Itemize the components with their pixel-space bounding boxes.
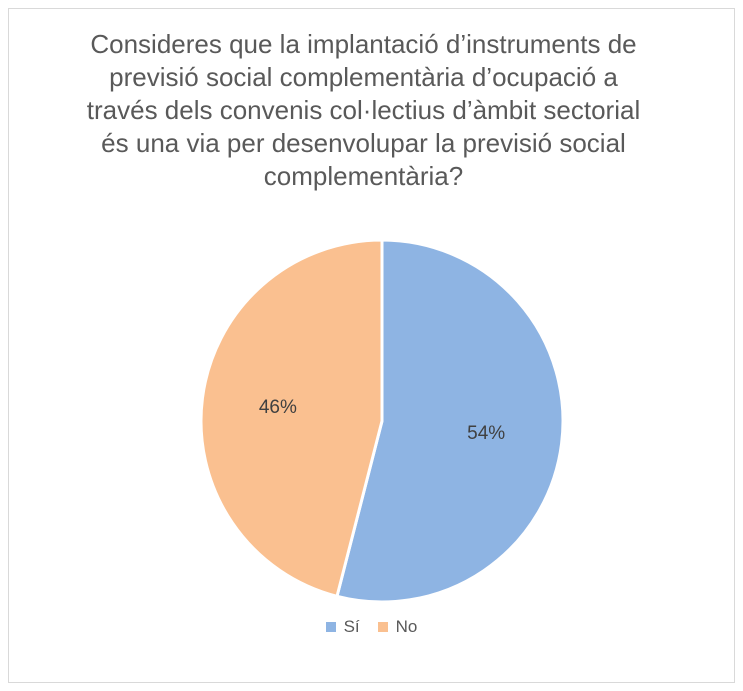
- legend-swatch-si: [325, 622, 336, 632]
- legend-swatch-no: [377, 622, 388, 632]
- legend-label-no: No: [395, 617, 418, 636]
- pie-slice-si: [335, 238, 565, 604]
- chart-title-line: previsió social complementària d’ocupaci…: [109, 62, 618, 92]
- pie-slice-no: [199, 238, 384, 599]
- data-label-no: 46%: [259, 397, 297, 418]
- chart-title: Consideres que la implantació d’instrume…: [40, 28, 687, 193]
- legend-label-si: Sí: [343, 617, 360, 636]
- chart-title-line: és una via per desenvolupar la previsió …: [101, 128, 626, 158]
- legend-item-no: No: [377, 617, 418, 637]
- chart-title-line: través dels convenis col·lectius d’àmbit…: [86, 95, 641, 125]
- data-label-si: 54%: [467, 423, 505, 444]
- legend-item-si: Sí: [325, 617, 360, 637]
- chart-title-line: complementària?: [263, 161, 464, 191]
- legend: Sí No: [0, 617, 743, 637]
- pie-slices: [199, 238, 565, 604]
- chart-title-line: Consideres que la implantació d’instrume…: [90, 29, 637, 59]
- pie-data-labels: 54% 46%: [259, 397, 505, 444]
